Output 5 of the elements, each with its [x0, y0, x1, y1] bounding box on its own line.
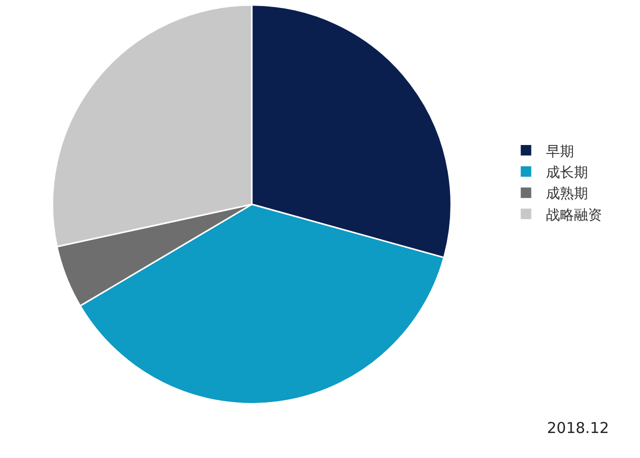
- legend-label: 早期: [546, 144, 574, 160]
- text: 2018.12: [547, 419, 610, 437]
- legend-label: 成长期: [546, 164, 588, 181]
- legend-label: 战略融资: [546, 207, 602, 224]
- legend-label: 成熟期: [546, 186, 588, 202]
